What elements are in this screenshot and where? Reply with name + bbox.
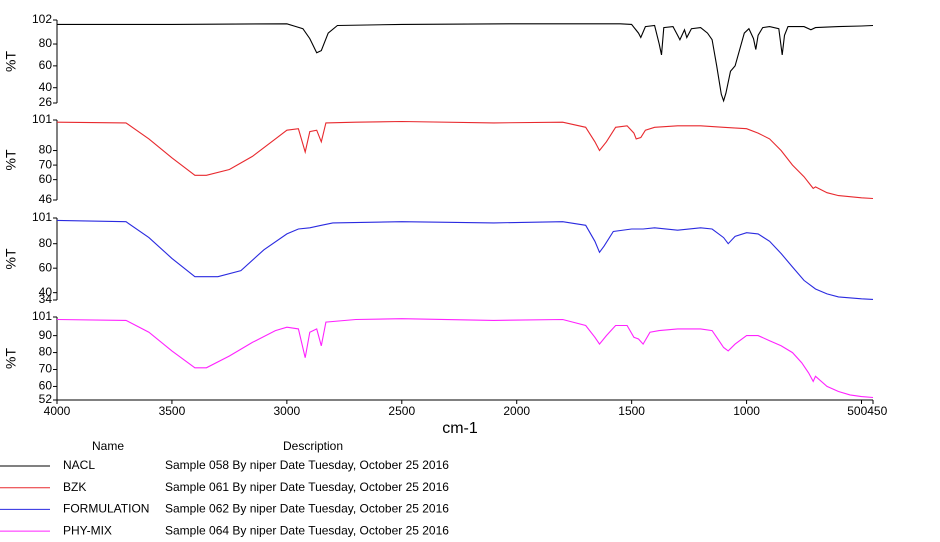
legend-header: Name <box>92 439 124 453</box>
y-tick-label: 70 <box>39 362 53 376</box>
legend-description: Sample 058 By niper Date Tuesday, Octobe… <box>165 458 449 472</box>
x-tick-label: 450 <box>867 404 887 418</box>
legend-name: FORMULATION <box>63 502 149 516</box>
x-tick-label: 2500 <box>388 404 415 418</box>
y-tick-label: 90 <box>39 328 53 342</box>
y-tick-label: 60 <box>39 260 53 274</box>
spectrum-line <box>56 120 874 200</box>
legend-name: BZK <box>63 480 86 494</box>
y-axis-label: %T <box>3 149 19 170</box>
x-tick-label: 2000 <box>503 404 530 418</box>
x-tick-label: 1500 <box>618 404 645 418</box>
y-tick-label: 80 <box>39 36 53 50</box>
y-tick-label: 80 <box>39 345 53 359</box>
y-tick-label: 102 <box>32 12 52 26</box>
legend-description: Sample 061 By niper Date Tuesday, Octobe… <box>165 480 449 494</box>
legend-description: Sample 062 By niper Date Tuesday, Octobe… <box>165 502 449 516</box>
legend-name: PHY-MIX <box>63 523 112 537</box>
legend-description: Sample 064 By niper Date Tuesday, Octobe… <box>165 523 449 537</box>
y-axis-label: %T <box>3 51 19 72</box>
legend-name: NACL <box>63 458 95 472</box>
y-tick-label: 70 <box>39 157 53 171</box>
x-tick-label: 500 <box>847 404 867 418</box>
x-tick-label: 3500 <box>159 404 186 418</box>
x-axis-label: cm-1 <box>442 420 478 437</box>
y-tick-label: 80 <box>39 143 53 157</box>
spectrum-line <box>57 23 874 103</box>
y-tick-label: 34 <box>39 292 53 306</box>
x-tick-label: 4000 <box>44 404 71 418</box>
x-tick-label: 1000 <box>733 404 760 418</box>
spectrum-line <box>56 219 874 300</box>
y-axis-label: %T <box>3 348 19 369</box>
y-tick-label: 101 <box>32 210 52 224</box>
y-tick-label: 46 <box>39 192 53 206</box>
y-tick-label: 60 <box>39 58 53 72</box>
spectrum-line <box>56 318 874 399</box>
y-tick-label: 60 <box>39 379 53 393</box>
y-tick-label: 80 <box>39 236 53 250</box>
y-tick-label: 26 <box>39 95 53 109</box>
y-tick-label: 60 <box>39 172 53 186</box>
y-tick-label: 40 <box>39 285 53 299</box>
legend-header: Description <box>283 439 343 453</box>
y-tick-label: 40 <box>39 80 53 94</box>
y-tick-label: 101 <box>32 309 52 323</box>
y-tick-label: 101 <box>32 112 52 126</box>
y-tick-label: 52 <box>39 392 53 406</box>
y-axis-label: %T <box>3 248 19 269</box>
x-tick-label: 3000 <box>274 404 301 418</box>
